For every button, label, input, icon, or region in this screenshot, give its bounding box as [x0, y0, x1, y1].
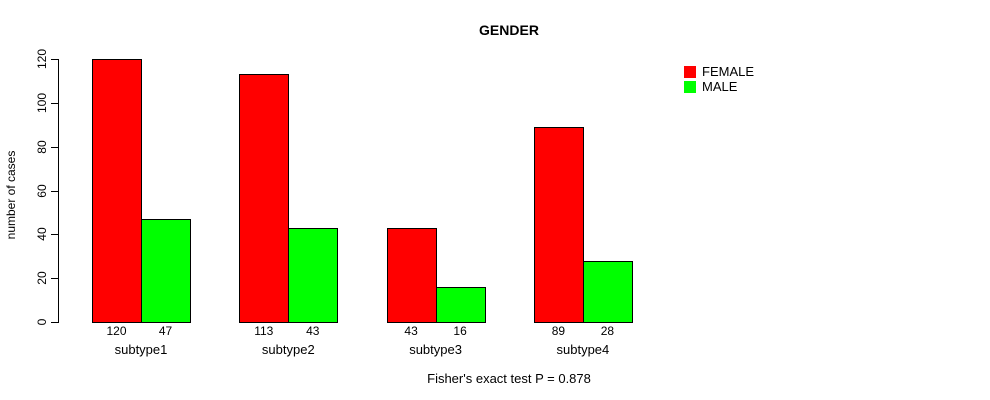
bar-female-subtype3 [386, 227, 437, 323]
bar-female-subtype4 [533, 126, 584, 323]
y-tick-label: 20 [35, 271, 49, 285]
bar-male-subtype3 [435, 286, 486, 323]
y-tick-label: 120 [35, 48, 49, 70]
legend-swatch-male [684, 81, 696, 93]
legend-item-male: MALE [684, 80, 754, 94]
bar-value-label: 120 [106, 324, 127, 338]
y-tick-label: 80 [35, 139, 49, 154]
y-tick-label: 100 [35, 92, 49, 113]
category-label-subtype4: subtype4 [556, 342, 610, 357]
y-axis-line [58, 59, 59, 323]
category-label-subtype3: subtype3 [409, 342, 462, 357]
y-axis-title: number of cases [4, 150, 18, 240]
bar-value-label: 43 [306, 324, 320, 338]
y-tick-mark [51, 146, 58, 148]
bar-value-label: 16 [453, 324, 467, 338]
legend-item-female: FEMALE [684, 65, 754, 79]
bar-value-label: 47 [158, 324, 173, 338]
bar-female-subtype1 [92, 59, 142, 323]
bar-male-subtype4 [582, 260, 633, 323]
bar-value-label: 28 [600, 324, 615, 338]
category-label-subtype2: subtype2 [261, 342, 315, 357]
y-tick-mark [51, 59, 58, 60]
bar-value-label: 113 [254, 324, 274, 338]
bar-value-label: 43 [404, 324, 418, 338]
y-tick-label: 0 [35, 318, 49, 326]
y-tick-label: 60 [35, 183, 49, 198]
y-tick-mark [51, 278, 58, 280]
legend: FEMALE MALE [684, 65, 754, 95]
y-tick-mark [51, 102, 58, 104]
bar-male-subtype2 [288, 227, 339, 323]
legend-label: MALE [702, 79, 738, 94]
legend-swatch-female [684, 66, 696, 78]
y-tick-mark [51, 190, 58, 192]
category-label-subtype1: subtype1 [114, 342, 168, 357]
chart-title: GENDER [479, 22, 539, 38]
annotation-text: Fisher's exact test P = 0.878 [427, 371, 591, 386]
y-tick-mark [51, 234, 58, 236]
y-tick-mark [51, 322, 58, 323]
y-tick-label: 40 [35, 227, 49, 242]
bar-male-subtype1 [141, 218, 191, 323]
bar-female-subtype2 [239, 74, 290, 323]
legend-label: FEMALE [702, 64, 755, 79]
bar-value-label: 89 [551, 324, 566, 338]
